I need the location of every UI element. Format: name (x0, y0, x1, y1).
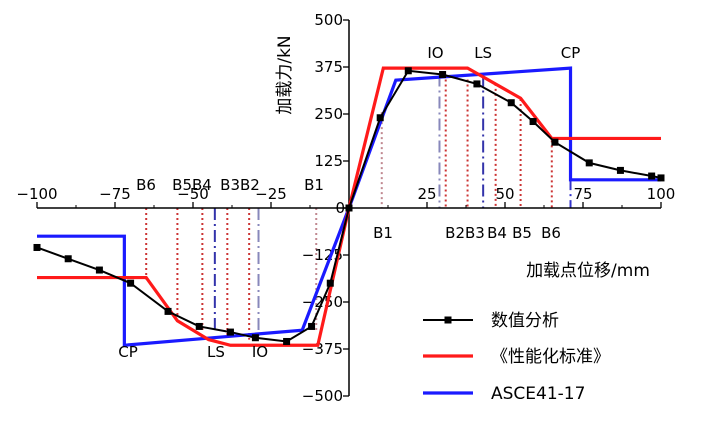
series-point (127, 279, 135, 287)
y-tick-label: −500 (302, 387, 343, 405)
series-point (507, 99, 515, 107)
annotation-right-b5: B5 (512, 224, 532, 242)
x-tick-label: 25 (417, 185, 436, 203)
series-point (33, 243, 41, 251)
y-tick-label: −375 (302, 340, 343, 358)
series-point (529, 118, 537, 126)
x-tick-label: −100 (16, 185, 57, 203)
y-tick-label: 0 (335, 199, 345, 217)
series-point (251, 334, 259, 342)
annotation-left-ls: LS (207, 343, 225, 361)
annotation-top-ls: LS (474, 44, 492, 62)
annotation-top-io: IO (427, 44, 443, 62)
legend: 数值分析《性能化标准》 ASCE41-17 (423, 311, 610, 404)
series-point (657, 174, 665, 182)
x-tick-label: 50 (495, 185, 514, 203)
x-tick-label: −75 (99, 185, 131, 203)
series-point (195, 322, 203, 330)
annotations: IO LS CP B1 B2B3 B4 B5 B6 B6 B5B4 B3B2 B1 CP LS IO (118, 44, 580, 361)
series-point (376, 114, 384, 122)
annotation-right-b4: B4 (487, 224, 507, 242)
series-point (64, 255, 72, 263)
series-point (616, 166, 624, 174)
annotation-right-b2b3: B2B3 (445, 224, 485, 242)
x-tick-label: 75 (573, 185, 592, 203)
annotation-right-b6: B6 (541, 224, 561, 242)
series-point (164, 307, 172, 315)
x-tick-label: −50 (177, 185, 209, 203)
legend-label-0: 数值分析 (491, 311, 559, 331)
annotation-left-cp: CP (118, 343, 138, 361)
series-point (404, 67, 412, 75)
y-tick-label: 375 (314, 58, 343, 76)
series-point (551, 138, 559, 146)
annotation-left-b5b4: B5B4 (172, 176, 212, 194)
series-group (33, 66, 665, 347)
series-point (326, 279, 334, 287)
legend-label-1: 《性能化标准》 (491, 347, 610, 367)
y-tick-label: 500 (314, 11, 343, 29)
annotation-left-b6: B6 (136, 176, 156, 194)
series-point (308, 322, 316, 330)
x-axis-title: 加载点位移/mm (526, 261, 650, 281)
series-point (345, 204, 353, 212)
x-tick-label: 100 (647, 185, 676, 203)
legend-label-2: ASCE41-17 (491, 384, 585, 404)
y-tick-label: 250 (314, 105, 343, 123)
y-axis-title: 加载力/kN (275, 35, 295, 114)
annotation-left-b1: B1 (304, 176, 324, 194)
series-point (585, 159, 593, 167)
performance-markers (145, 68, 572, 340)
series-point (439, 71, 447, 79)
annotation-top-cp: CP (561, 44, 581, 62)
series-point (283, 337, 291, 345)
series-point (95, 266, 103, 274)
series-point (648, 172, 656, 180)
series-point (473, 80, 481, 88)
legend-marker-0 (444, 316, 452, 324)
annotation-right-b1: B1 (373, 224, 393, 242)
annotation-left-io: IO (252, 343, 268, 361)
x-tick-label: −25 (255, 185, 287, 203)
annotation-left-b3b2: B3B2 (220, 176, 260, 194)
y-tick-label: 125 (314, 152, 343, 170)
series-point (226, 328, 234, 336)
